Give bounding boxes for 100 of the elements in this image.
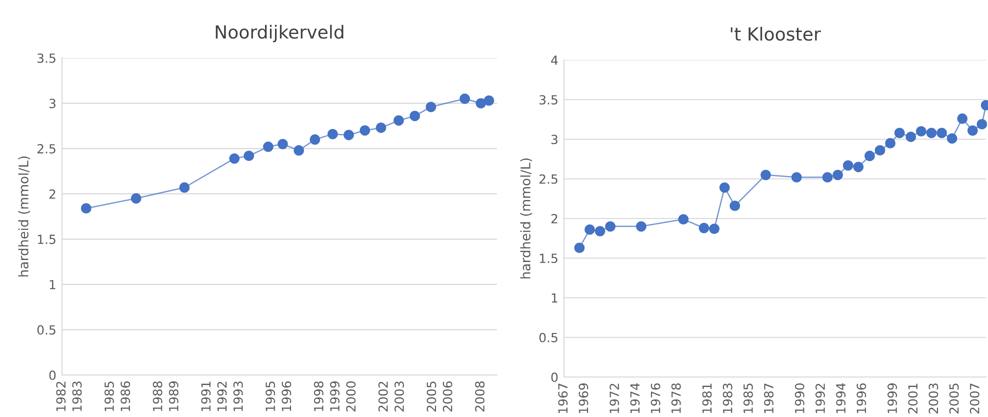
point: [327, 128, 338, 140]
point: [636, 221, 646, 232]
point: [709, 224, 720, 234]
y-tick-label: 0.5: [539, 332, 558, 342]
point: [376, 122, 386, 133]
point: [426, 102, 436, 112]
y-tick-label: 4: [551, 56, 558, 65]
x-tick-label: 1982: [56, 382, 66, 411]
x-tick-label: 1983: [72, 382, 82, 411]
point: [719, 182, 730, 193]
x-tick-label: 1992: [217, 382, 227, 411]
x-tick-label: 1987: [764, 384, 774, 413]
x-tick-label: 1974: [630, 383, 640, 413]
point: [698, 222, 710, 234]
y-tick-label: 1: [552, 293, 558, 302]
point: [605, 221, 616, 232]
point: [976, 118, 988, 130]
point: [394, 115, 404, 126]
x-tick-label: 2005: [949, 384, 959, 414]
point: [946, 133, 958, 144]
x-tick-label: 1998: [314, 381, 324, 411]
point: [244, 150, 254, 162]
point: [476, 98, 486, 108]
point: [874, 145, 886, 156]
y-tick-label: 2: [551, 214, 558, 224]
point: [842, 160, 854, 171]
point: [906, 132, 916, 142]
point: [853, 162, 864, 172]
point: [294, 145, 304, 156]
point: [822, 172, 833, 182]
point: [832, 170, 843, 180]
y-tick-label: 1: [50, 280, 56, 290]
x-tick-label: 1981: [702, 384, 712, 413]
point: [263, 142, 274, 152]
y-axis-title: hardheid (mmol/L): [520, 158, 532, 278]
x-tick-label: 1996: [856, 383, 866, 413]
point: [678, 214, 689, 224]
x-tick-label: 2006: [442, 381, 452, 412]
y-tick-label: 0: [49, 370, 56, 380]
point: [360, 125, 370, 136]
x-tick-label: 1983: [722, 384, 732, 413]
point: [926, 128, 937, 138]
point: [484, 95, 494, 106]
x-tick-label: 2007: [970, 384, 980, 414]
point: [574, 242, 585, 254]
x-tick-label: 2005: [426, 382, 436, 412]
x-tick-label: 2003: [928, 384, 938, 414]
x-tick-label: 1992: [815, 384, 825, 413]
y-tick-label: 1.5: [540, 254, 558, 264]
x-tick-label: 1986: [120, 381, 130, 411]
y-tick-label: 3.5: [540, 95, 558, 105]
y-tick-label: 3.5: [38, 53, 56, 63]
point: [957, 113, 968, 124]
x-tick-label: 1985: [743, 384, 753, 413]
point: [410, 110, 420, 122]
point: [179, 182, 190, 193]
x-tick-label: 2008: [475, 381, 485, 412]
x-tick-label: 1994: [836, 383, 846, 413]
point: [594, 226, 606, 236]
x-tick-label: 1978: [671, 383, 681, 413]
point: [791, 172, 802, 182]
x-tick-label: 1991: [201, 382, 211, 411]
x-tick-label: 1990: [794, 383, 804, 413]
point: [584, 224, 595, 235]
x-tick-label: 1996: [282, 381, 292, 411]
x-tick-label: 1999: [330, 381, 340, 411]
x-tick-label: 2001: [908, 384, 918, 414]
point: [894, 128, 905, 138]
point: [885, 138, 896, 148]
x-tick-label: 2002: [378, 382, 388, 412]
point: [730, 200, 740, 212]
y-tick-label: 3: [551, 134, 558, 144]
point: [278, 138, 288, 150]
x-tick-label: 1969: [578, 383, 588, 413]
x-tick-label: 2000: [346, 381, 356, 412]
point: [229, 153, 240, 164]
x-tick-label: 1989: [168, 381, 178, 411]
point: [310, 134, 320, 145]
y-tick-label: 1.5: [38, 234, 56, 244]
x-tick-label: 2003: [394, 382, 404, 412]
x-tick-label: 1993: [233, 382, 243, 411]
point: [460, 94, 470, 104]
x-tick-label: 1995: [266, 382, 276, 411]
y-tick-label: 3: [49, 98, 56, 108]
point: [936, 128, 947, 138]
point: [916, 126, 926, 137]
point: [130, 193, 142, 204]
y-tick-label: 2.5: [539, 174, 558, 184]
y-axis-title: hardheid (mmol/L): [18, 156, 30, 276]
x-tick-label: 1967: [558, 384, 568, 413]
y-tick-label: 2: [49, 189, 56, 199]
y-tick-label: 0.5: [37, 325, 56, 335]
chart-title: 't Klooster: [730, 26, 821, 41]
x-tick-label: 1988: [152, 381, 162, 411]
x-tick-label: 1976: [650, 383, 660, 413]
point: [80, 203, 92, 214]
point: [967, 125, 978, 136]
x-tick-label: 1972: [610, 384, 620, 413]
point: [864, 150, 875, 162]
point: [760, 170, 771, 180]
